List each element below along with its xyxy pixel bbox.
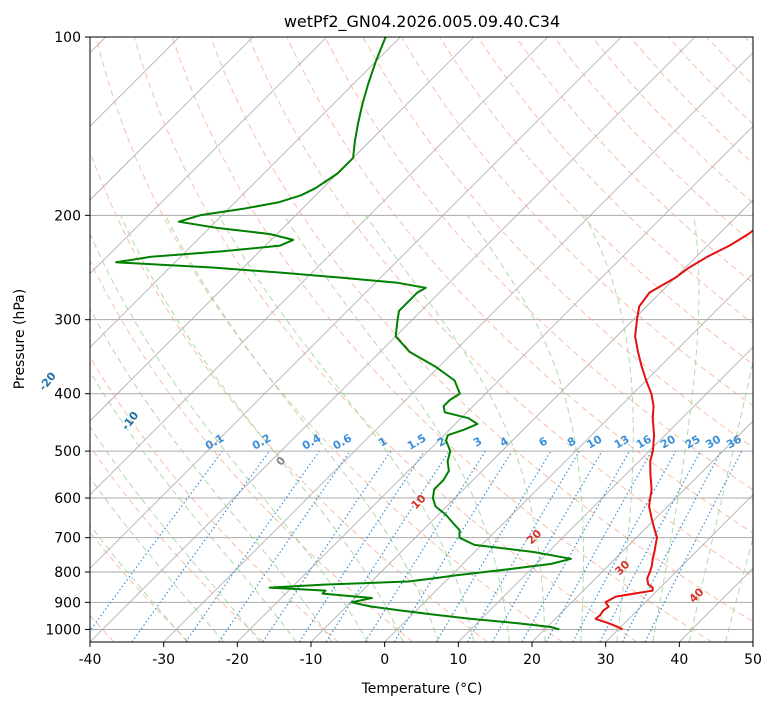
isotherm-line <box>90 37 622 569</box>
isotherm-line <box>90 37 254 201</box>
dewpoint-profile-line <box>115 37 572 631</box>
moist-adiabat-line <box>466 215 584 642</box>
moist-adiabat-line <box>90 307 333 642</box>
plot-frame <box>89 36 754 643</box>
y-tick-label: 100 <box>54 30 81 46</box>
y-tick-label: 800 <box>54 565 81 581</box>
x-tick-label: 10 <box>449 652 467 668</box>
y-tick-label: 600 <box>54 491 81 507</box>
x-tick-label: 0 <box>380 652 389 668</box>
plot-area <box>90 37 753 642</box>
isotherm-line <box>384 273 753 642</box>
x-tick-label: 30 <box>597 652 615 668</box>
y-tick-label: 500 <box>54 444 81 460</box>
y-tick-label: 1000 <box>45 622 81 638</box>
x-tick-label: 20 <box>523 652 541 668</box>
moist-adiabat-line <box>218 215 475 642</box>
moist-adiabat-line <box>365 215 546 642</box>
x-axis-ticks: -40 -30 -20 -10 0 10 20 30 40 50 <box>79 642 762 668</box>
moist-adiabat-line <box>90 232 369 642</box>
y-axis-ticks: 100 200 300 400 500 600 700 800 900 1000 <box>45 30 90 638</box>
moist-adiabat-line <box>90 476 225 642</box>
mixing-ratio-line <box>393 450 513 642</box>
dry-adiabats <box>90 37 753 642</box>
isotherm-line <box>90 37 401 348</box>
sounding-profiles <box>115 37 753 631</box>
dry-adiabat-line <box>515 37 753 284</box>
dry-adiabat-line <box>171 37 712 642</box>
y-tick-label: 300 <box>54 313 81 329</box>
isotherm-line <box>458 346 753 642</box>
dry-adiabat-line <box>90 259 414 642</box>
mixing-ratio-lines <box>90 450 743 642</box>
x-axis-title: Temperature (°C) <box>361 681 483 697</box>
dry-adiabat-line <box>90 445 264 642</box>
dry-adiabat-line <box>248 37 753 578</box>
dry-adiabat-line <box>210 37 753 623</box>
moist-adiabats <box>90 215 753 642</box>
moist-adiabat-line <box>164 215 439 642</box>
temperature-profile-line <box>594 229 753 631</box>
moist-adiabat-line <box>283 215 510 642</box>
isotherm-line <box>237 125 753 642</box>
isotherm-line <box>90 37 696 642</box>
y-tick-label: 900 <box>54 595 81 611</box>
y-tick-label: 700 <box>54 531 81 547</box>
dry-adiabat-line <box>324 37 753 491</box>
mixing-ratio-line <box>185 450 320 642</box>
isotherm-line <box>163 52 753 642</box>
mixing-ratio-line <box>131 450 270 642</box>
x-tick-label: -30 <box>152 652 175 668</box>
moist-adiabat-line <box>584 215 634 642</box>
isotherm-line <box>90 37 548 496</box>
y-axis-title: Pressure (hPa) <box>12 289 28 389</box>
moist-adiabat-line <box>652 215 700 642</box>
mixing-ratio-line <box>644 450 743 642</box>
moist-adiabat-line <box>90 426 261 642</box>
mixing-ratio-line <box>491 450 603 642</box>
y-tick-label: 400 <box>54 387 81 403</box>
mixing-ratio-line <box>545 450 653 642</box>
chart-title: wetPf2_GN04.2026.005.09.40.C34 <box>284 12 560 32</box>
isotherm-line <box>531 420 753 642</box>
moist-adiabat-line <box>120 215 404 642</box>
skewed-isotherms <box>90 37 753 642</box>
isobar-gridlines <box>90 37 753 630</box>
x-tick-label: 40 <box>670 652 688 668</box>
dry-adiabat-line <box>90 356 339 642</box>
isotherm-line <box>90 37 327 275</box>
x-tick-label: -10 <box>300 652 323 668</box>
mixing-ratio-line <box>218 450 351 642</box>
dry-adiabat-line <box>133 37 638 642</box>
y-tick-label: 200 <box>54 208 81 224</box>
x-tick-label: 50 <box>744 652 762 668</box>
mixing-ratio-line <box>521 450 631 642</box>
mixing-ratio-line <box>262 450 392 642</box>
moist-adiabat-line <box>90 370 297 642</box>
dry-adiabat-line <box>95 37 563 642</box>
x-tick-label: -40 <box>79 652 102 668</box>
mixing-ratio-line <box>466 450 580 642</box>
dry-adiabat-line <box>286 37 753 534</box>
isotherm-line <box>90 37 475 422</box>
x-tick-label: -20 <box>226 652 249 668</box>
isotherm-line <box>605 494 753 642</box>
